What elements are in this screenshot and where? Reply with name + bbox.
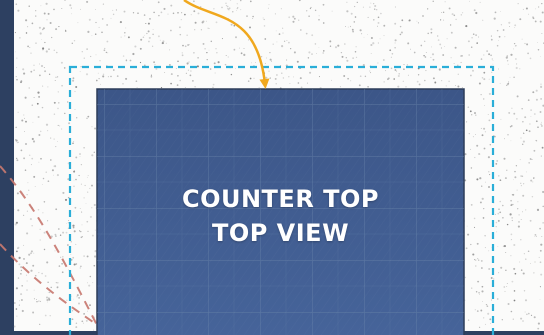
red-dashed-guide-line [0, 165, 103, 335]
orange-callout-arrow [183, 0, 270, 89]
countertop-label: COUNTER TOP TOP VIEW [97, 182, 464, 250]
countertop-dashed-outline [68, 65, 495, 335]
countertop-hatch [97, 89, 464, 335]
countertop-label-line-1: COUNTER TOP [181, 185, 380, 213]
countertop-label-line-2: TOP VIEW [211, 219, 350, 247]
red-dashed-guide-line [0, 243, 114, 335]
